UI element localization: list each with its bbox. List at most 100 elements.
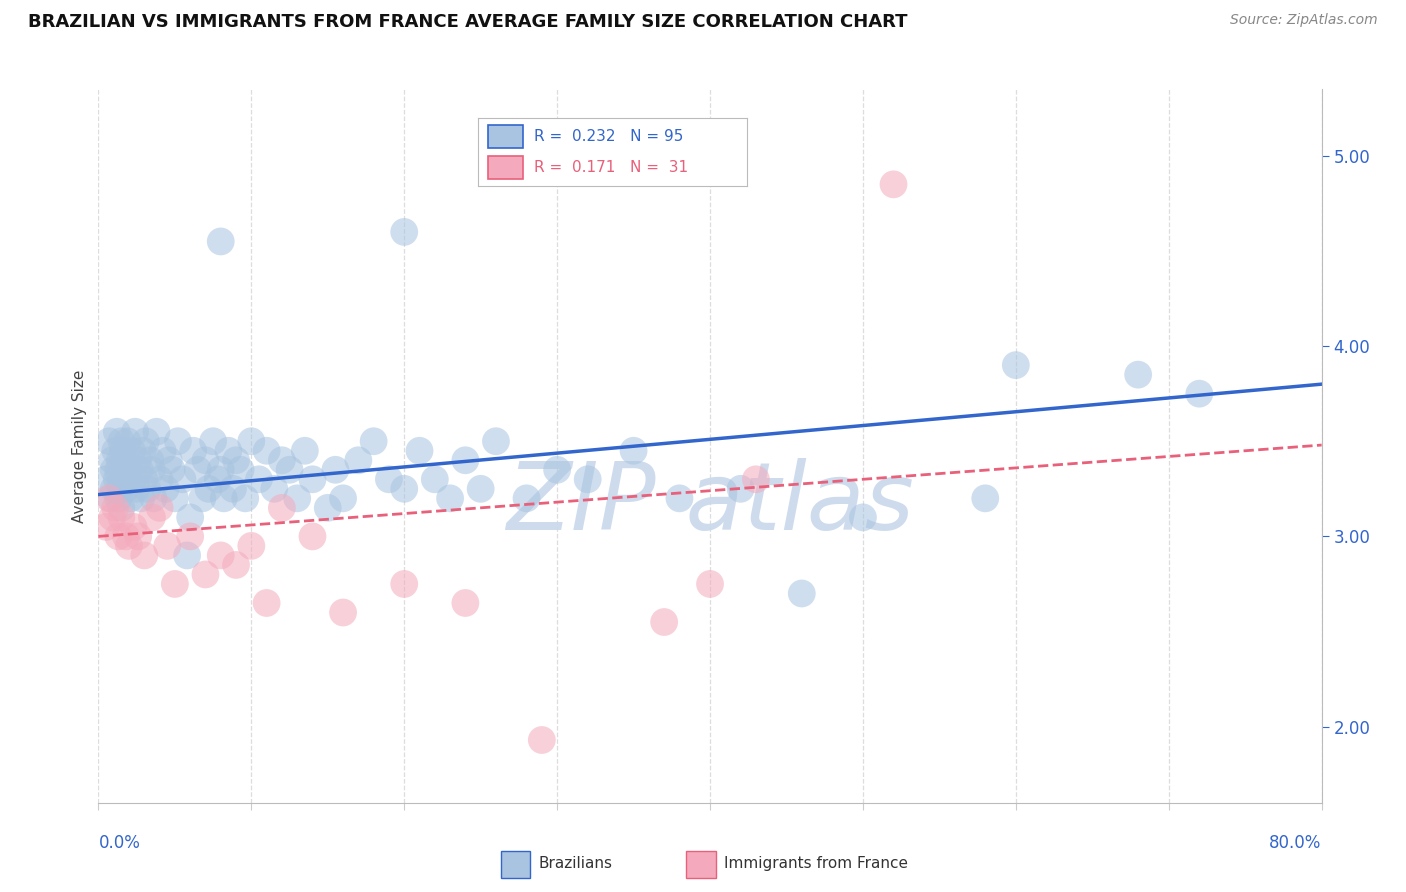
Text: BRAZILIAN VS IMMIGRANTS FROM FRANCE AVERAGE FAMILY SIZE CORRELATION CHART: BRAZILIAN VS IMMIGRANTS FROM FRANCE AVER…: [28, 13, 908, 31]
Point: [98, 434, 121, 449]
Point: [233, 491, 256, 506]
Point: [1004, 358, 1026, 372]
Point: [115, 482, 138, 496]
Point: [222, 482, 245, 496]
Point: [392, 577, 416, 591]
Point: [149, 500, 172, 515]
Point: [974, 491, 997, 506]
Point: [127, 453, 149, 467]
Y-axis label: Average Family Size: Average Family Size: [72, 369, 87, 523]
Point: [112, 463, 135, 477]
Point: [247, 472, 270, 486]
Point: [125, 482, 148, 496]
Point: [163, 577, 186, 591]
Bar: [488, 156, 523, 178]
Point: [256, 443, 278, 458]
Point: [163, 491, 186, 506]
Point: [179, 529, 201, 543]
Point: [176, 549, 198, 563]
Point: [212, 491, 235, 506]
Point: [470, 482, 492, 496]
Point: [110, 500, 132, 515]
Point: [225, 558, 247, 572]
Point: [107, 463, 129, 477]
Point: [120, 491, 142, 506]
Point: [745, 472, 768, 486]
Point: [187, 463, 209, 477]
Point: [883, 178, 905, 192]
Point: [207, 472, 229, 486]
Point: [121, 443, 143, 458]
Point: [332, 491, 354, 506]
Point: [100, 491, 122, 506]
Point: [101, 453, 124, 467]
Point: [730, 482, 752, 496]
Point: [179, 510, 201, 524]
Bar: [686, 851, 716, 878]
Point: [122, 472, 145, 486]
Point: [104, 500, 127, 515]
Point: [325, 463, 347, 477]
Point: [118, 463, 141, 477]
Point: [1128, 368, 1150, 382]
Point: [256, 596, 278, 610]
Point: [516, 491, 538, 506]
Point: [110, 510, 132, 524]
Point: [108, 482, 131, 496]
Point: [197, 482, 219, 496]
Point: [240, 539, 263, 553]
Point: [652, 615, 675, 629]
Point: [454, 596, 477, 610]
Point: [135, 434, 157, 449]
Point: [301, 472, 323, 486]
Point: [392, 482, 416, 496]
Point: [576, 472, 599, 486]
Text: Brazilians: Brazilians: [538, 856, 613, 871]
Text: ZIP atlas: ZIP atlas: [506, 458, 914, 549]
Point: [122, 520, 145, 534]
Point: [229, 463, 252, 477]
Point: [278, 463, 301, 477]
Point: [209, 235, 232, 249]
Text: Source: ZipAtlas.com: Source: ZipAtlas.com: [1230, 13, 1378, 28]
Bar: [488, 125, 523, 147]
Text: 0.0%: 0.0%: [98, 834, 141, 852]
Text: R =  0.171   N =  31: R = 0.171 N = 31: [534, 160, 689, 175]
Point: [285, 491, 308, 506]
Point: [209, 463, 232, 477]
Point: [270, 500, 292, 515]
Point: [105, 472, 128, 486]
Point: [115, 529, 138, 543]
Point: [149, 472, 172, 486]
Point: [160, 463, 183, 477]
Point: [94, 520, 117, 534]
Point: [127, 529, 149, 543]
Point: [111, 443, 134, 458]
Point: [699, 577, 721, 591]
Point: [145, 425, 167, 439]
Bar: [501, 851, 530, 878]
Point: [668, 491, 690, 506]
Point: [347, 453, 370, 467]
Point: [107, 529, 129, 543]
Point: [191, 491, 214, 506]
Point: [852, 510, 875, 524]
Point: [103, 482, 125, 496]
Point: [110, 434, 132, 449]
Text: R =  0.232   N = 95: R = 0.232 N = 95: [534, 128, 683, 144]
Point: [98, 491, 121, 506]
Point: [152, 443, 174, 458]
Point: [790, 586, 813, 600]
Text: Immigrants from France: Immigrants from France: [724, 856, 908, 871]
Point: [103, 463, 125, 477]
Point: [134, 472, 156, 486]
Text: 80.0%: 80.0%: [1270, 834, 1322, 852]
Point: [139, 453, 162, 467]
Point: [225, 453, 247, 467]
Point: [155, 482, 177, 496]
Point: [124, 425, 146, 439]
Point: [108, 453, 131, 467]
Point: [240, 434, 263, 449]
Point: [294, 443, 316, 458]
Point: [530, 733, 553, 747]
